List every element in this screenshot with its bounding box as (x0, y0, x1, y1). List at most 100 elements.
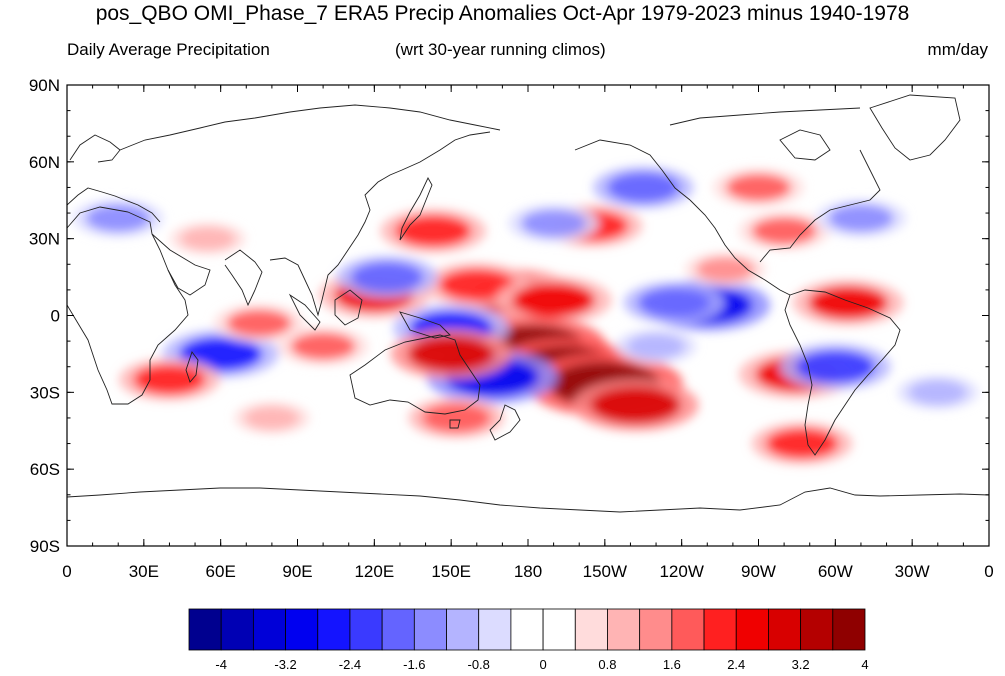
anomaly-region (407, 336, 495, 372)
lon-label: 150E (431, 562, 471, 581)
anomaly-region (908, 380, 967, 405)
axis-ticks (66, 84, 990, 547)
colorbar-swatch (413, 608, 447, 651)
colorbar-swatch (252, 608, 286, 651)
anomaly-region (766, 428, 839, 459)
colorbar-swatch (607, 608, 641, 651)
anomaly-region (726, 173, 791, 202)
plot-title: pos_QBO OMI_Phase_7 ERA5 Precip Anomalie… (95, 2, 910, 25)
lon-label: 90W (741, 562, 776, 581)
coastline-greenland (869, 94, 961, 161)
colorbar (188, 608, 866, 651)
colorbar-label: -2.4 (339, 657, 361, 672)
lon-label: 180 (514, 562, 542, 581)
lat-label: 90S (30, 537, 60, 556)
coastline-north-america-west (689, 199, 791, 296)
colorbar-label: -4 (215, 657, 227, 672)
subtitle-left: Daily Average Precipitation (67, 40, 270, 59)
lat-label: 60S (30, 460, 60, 479)
colorbar-label: 3.2 (792, 657, 810, 672)
colorbar-label: 2.4 (727, 657, 745, 672)
anomaly-region (395, 215, 472, 247)
colorbar-swatch (735, 608, 769, 651)
colorbar-label: -0.8 (468, 657, 490, 672)
anomaly-region (696, 257, 755, 282)
colorbar-swatch (317, 608, 351, 651)
lon-label: 60E (206, 562, 236, 581)
colorbar-swatch (703, 608, 737, 651)
anomaly-region (180, 227, 235, 251)
colorbar-swatch (832, 608, 866, 651)
lat-label: 30S (30, 383, 60, 402)
lat-label: 90N (29, 76, 60, 95)
latitude-labels: 90N 60N 30N 0 30S 60S 90S (29, 76, 60, 556)
colorbar-swatch (639, 608, 673, 651)
anomaly-field (72, 166, 979, 465)
coastline-sumatra (288, 293, 321, 331)
coastline-arabia (151, 233, 211, 296)
anomaly-region (351, 262, 424, 293)
coastline-africa (67, 206, 189, 405)
colorbar-swatch (478, 608, 512, 651)
colorbar-swatch (446, 608, 480, 651)
coastline-madagascar (185, 351, 199, 383)
lat-label: 0 (51, 307, 60, 326)
coastline-se-asia (269, 131, 491, 317)
coastline-alaska (574, 139, 691, 201)
subtitle-center: (wrt 30-year running climos) (395, 40, 606, 59)
anomaly-region (795, 350, 875, 384)
coastline-australia (349, 334, 481, 415)
coastline-new-guinea (399, 311, 451, 339)
colorbar-swatch (510, 608, 544, 651)
anomaly-region (521, 209, 587, 237)
lon-label: 150W (583, 562, 627, 581)
anomaly-region (637, 287, 710, 318)
coastlines (67, 94, 989, 513)
anomaly-region (226, 309, 292, 337)
anomaly-region (290, 332, 356, 360)
longitude-labels: 0 30E 60E 90E 120E 150E 180 150W 120W 90W 60W 30W 0 (62, 562, 993, 581)
anomaly-region (85, 204, 151, 232)
colorbar-swatch (574, 608, 608, 651)
anomaly-region (179, 336, 263, 372)
colorbar-swatch (285, 608, 319, 651)
coastline-borneo (334, 289, 363, 326)
colorbar-label: 0.8 (598, 657, 616, 672)
coastline-new-zealand (489, 404, 521, 441)
anomaly-region (828, 204, 894, 232)
subtitle-right: mm/day (927, 40, 988, 59)
lon-label: 30E (129, 562, 159, 581)
colorbar-swatch (349, 608, 383, 651)
coastline-siberia (119, 104, 501, 151)
anomaly-region (607, 172, 680, 203)
anomaly-region (244, 406, 299, 430)
lon-label: 90E (282, 562, 312, 581)
coastline-japan (399, 177, 433, 241)
coastline-south-america (784, 289, 901, 456)
anomaly-region (808, 286, 888, 320)
colorbar-swatch (800, 608, 834, 651)
lat-label: 60N (29, 153, 60, 172)
coastline-arctic-canada (669, 107, 861, 126)
anomaly-region (512, 283, 596, 318)
anomaly-region (627, 334, 685, 359)
colorbar-label: 4 (861, 657, 868, 672)
coastline-tasmania (449, 419, 461, 429)
coastline-hudson-bay (779, 129, 831, 161)
coastline-scandinavia (69, 134, 121, 163)
colorbar-label: -1.6 (403, 657, 425, 672)
lat-label: 30N (29, 230, 60, 249)
anomaly-region (751, 217, 817, 245)
anomaly-region (438, 269, 515, 301)
anomaly-region (590, 386, 681, 424)
colorbar-swatch (381, 608, 415, 651)
lon-label: 60W (818, 562, 853, 581)
lon-label: 120E (354, 562, 394, 581)
coastline-north-america-east (759, 149, 881, 263)
lon-label: 0 (984, 562, 993, 581)
colorbar-label: 0 (539, 657, 546, 672)
colorbar-swatch (768, 608, 802, 651)
anomaly-region (133, 364, 206, 395)
lon-label: 0 (62, 562, 71, 581)
colorbar-swatch (671, 608, 705, 651)
